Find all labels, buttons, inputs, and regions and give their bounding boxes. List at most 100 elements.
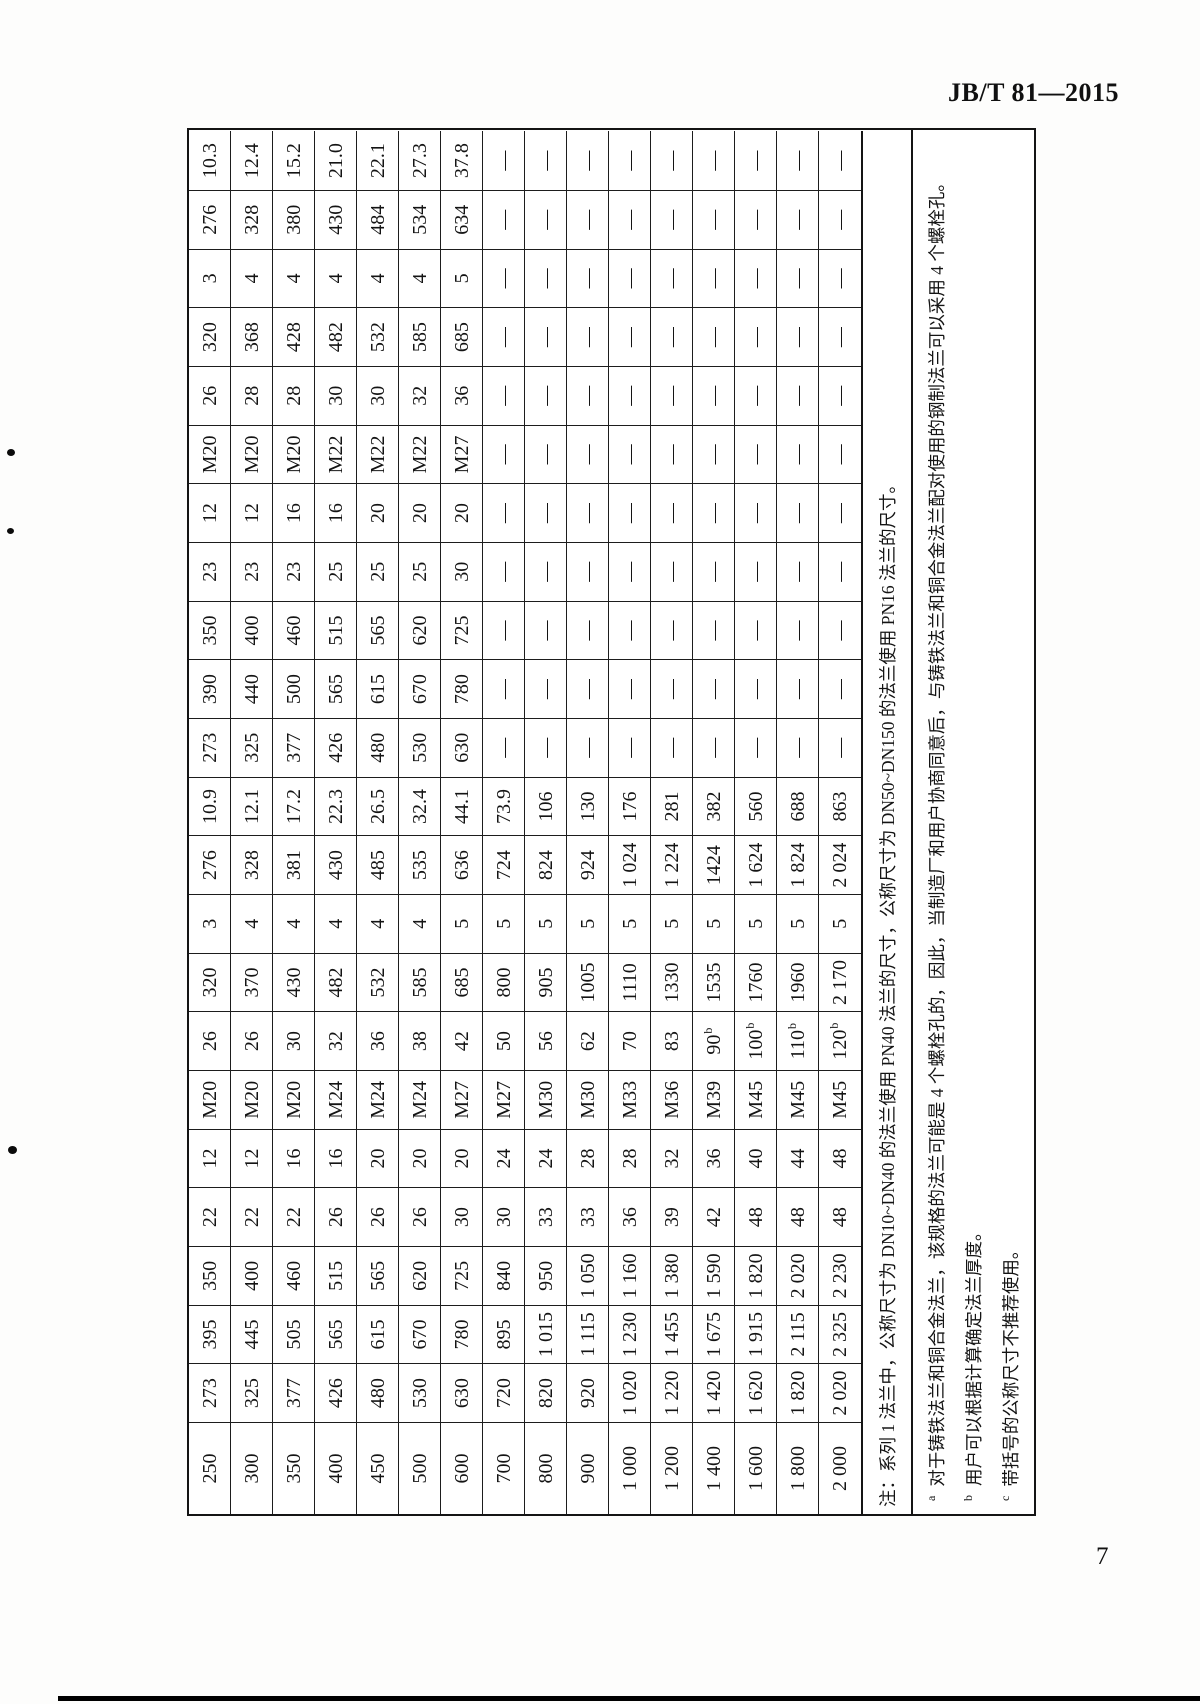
table-cell: 10.9	[189, 776, 231, 836]
table-cell: 1 820	[777, 1363, 819, 1422]
footnote-c-mark: c	[998, 1495, 1012, 1501]
table-cell: 36	[609, 1187, 651, 1246]
flange-dimension-table: 250 273 395 350 22 12 M20 26 320 3 276 10.9 273 390 35…	[187, 128, 1036, 1516]
table-cell: 636	[441, 835, 483, 894]
table-cell: 382	[693, 776, 735, 836]
table-cell: 176	[609, 776, 651, 836]
table-cell: 600	[441, 1422, 483, 1514]
table-cell: 780	[441, 1304, 483, 1364]
table-cell: 4	[399, 248, 441, 308]
table-cell: 4	[357, 248, 399, 308]
table-cell: 4	[399, 893, 441, 953]
table-cell: —	[609, 659, 651, 718]
table-cell: —	[483, 189, 525, 249]
table-cell: 48	[819, 1128, 861, 1188]
table-cell: 700	[483, 1422, 525, 1514]
table-cell: —	[567, 365, 609, 425]
footnote-b: b 用户可以根据计算确定法兰厚度。	[955, 130, 992, 1514]
table-cell: —	[777, 483, 819, 542]
table-cell: —	[735, 541, 777, 601]
table-cell: 273	[189, 717, 231, 777]
table-cell: —	[819, 659, 861, 718]
table-cell: 400	[231, 1245, 273, 1305]
table-cell: 2 020	[777, 1245, 819, 1305]
table-cell: 5	[609, 893, 651, 953]
table-cell: M27	[483, 1069, 525, 1129]
table-cell: 480	[357, 1363, 399, 1422]
table-cell: 377	[273, 717, 315, 777]
footnote-b-text: 用户可以根据计算确定法兰厚度。	[964, 1223, 984, 1487]
page-number: 7	[1096, 1543, 1109, 1570]
table-cell: 350	[273, 1422, 315, 1514]
table-cell: —	[777, 131, 819, 190]
table-cell: 4	[273, 248, 315, 308]
table-cell: —	[819, 541, 861, 601]
table-cell: 685	[441, 307, 483, 366]
table-cell: 1 675	[693, 1304, 735, 1364]
table-cell: 20	[357, 483, 399, 542]
table-cell: 30	[357, 365, 399, 425]
table-cell: —	[777, 541, 819, 601]
table-cell: —	[567, 659, 609, 718]
table-cell: 1 820	[735, 1245, 777, 1305]
table-cell: —	[483, 424, 525, 484]
table-cell: 21.0	[315, 131, 357, 190]
table-cell: 30	[273, 1011, 315, 1070]
table-cell: 445	[231, 1304, 273, 1364]
table-cell: 4	[231, 893, 273, 953]
table-cell: 328	[231, 189, 273, 249]
table-cell: 24	[525, 1128, 567, 1188]
table-cell: M27	[441, 424, 483, 484]
table-cell: 1 624	[735, 835, 777, 894]
table-cell: 20	[441, 1128, 483, 1188]
table-cell: 106	[525, 776, 567, 836]
table-cell: 400	[315, 1422, 357, 1514]
table-cell: —	[777, 600, 819, 660]
table-cell: M24	[399, 1069, 441, 1129]
table-cell: 12.4	[231, 131, 273, 190]
table-cell: 16	[315, 1128, 357, 1188]
table-cell: M33	[609, 1069, 651, 1129]
table-cell: 565	[315, 1304, 357, 1364]
table-cell: —	[609, 600, 651, 660]
table-cell: 26	[399, 1187, 441, 1246]
table-cell: M22	[315, 424, 357, 484]
table-cell: —	[819, 717, 861, 777]
table-cell: 630	[441, 717, 483, 777]
table-cell: —	[567, 189, 609, 249]
table-cell: 440	[231, 659, 273, 718]
table-cell: 328	[231, 835, 273, 894]
table-cell: 26	[315, 1187, 357, 1246]
table-cell: —	[567, 483, 609, 542]
table-cell: —	[525, 659, 567, 718]
table-cell: 4	[315, 248, 357, 308]
table-cell: 725	[441, 1245, 483, 1305]
table-cell: 428	[273, 307, 315, 366]
table-cell: 800	[483, 952, 525, 1012]
table-cell: 560	[735, 776, 777, 836]
table-cell: 320	[189, 307, 231, 366]
table-cell: 381	[273, 835, 315, 894]
table-cell: 44	[777, 1128, 819, 1188]
table-cell: 1960	[777, 952, 819, 1012]
table-cell: 350	[189, 1245, 231, 1305]
table-cell: —	[483, 483, 525, 542]
table-cell: M20	[273, 424, 315, 484]
table-cell: —	[651, 189, 693, 249]
table-cell: —	[651, 541, 693, 601]
table-cell: 320	[189, 952, 231, 1012]
table-cell: —	[735, 600, 777, 660]
table-cell: 780	[441, 659, 483, 718]
table-cell: 615	[357, 1304, 399, 1364]
table-cell: —	[777, 424, 819, 484]
table-cell: 585	[399, 952, 441, 1012]
table-cell: 1 015	[525, 1304, 567, 1364]
table-cell: M20	[273, 1069, 315, 1129]
table-cell: —	[819, 189, 861, 249]
table-cell: —	[483, 659, 525, 718]
table-cell: 22	[273, 1187, 315, 1246]
table-cell: 20	[399, 1128, 441, 1188]
table-cell: 485	[357, 835, 399, 894]
table-cell: 50	[483, 1011, 525, 1070]
table-cell: 120 b	[819, 1011, 861, 1070]
